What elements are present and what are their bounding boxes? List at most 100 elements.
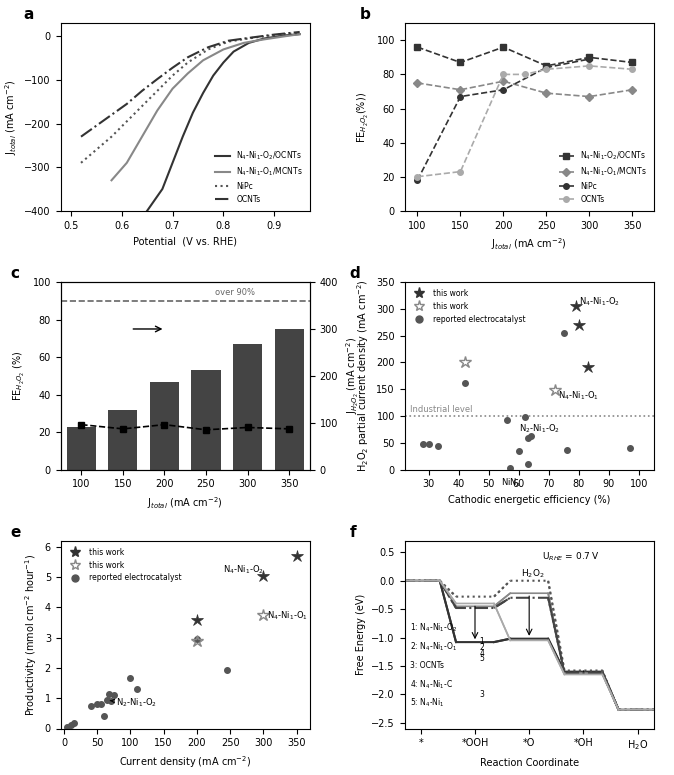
N$_4$-Ni$_1$-O$_2$/OCNTs: [189, 108, 197, 117]
Legend: this work, this work, reported electrocatalyst: this work, this work, reported electroca…: [408, 286, 528, 326]
N$_4$-Ni$_1$-O$_2$/OCNTs: [209, 71, 217, 81]
NiPc: [138, 102, 146, 111]
NiPc: [77, 158, 85, 167]
N$_4$-Ni$_1$-O$_1$/MCNTs: [585, 92, 593, 102]
Text: 3: OCNTs: 3: OCNTs: [410, 662, 443, 670]
OCNTs: [204, 43, 212, 52]
NiPc: [204, 45, 212, 54]
Line: OCNTs: OCNTs: [415, 63, 635, 180]
N$_4$-Ni$_1$-O$_1$/MCNTs: [413, 78, 421, 88]
N$_4$-Ni$_1$-O$_1$/MCNTs: [168, 84, 177, 93]
Text: N$_2$-Ni$_1$-O$_2$: N$_2$-Ni$_1$-O$_2$: [111, 697, 156, 709]
Legend: this work, this work, reported electrocatalyst: this work, this work, reported electroca…: [65, 545, 185, 585]
NiPc: [499, 85, 508, 95]
Y-axis label: FE$_{H_2O_2}$ (%): FE$_{H_2O_2}$ (%): [12, 351, 27, 401]
X-axis label: J$_{total}$ (mA cm$^{-2}$): J$_{total}$ (mA cm$^{-2}$): [148, 495, 223, 511]
NiPc: [224, 37, 233, 46]
Text: d: d: [350, 267, 361, 281]
OCNTs: [224, 36, 233, 46]
Text: 4: 4: [479, 649, 484, 658]
N$_4$-Ni$_1$-O$_1$/MCNTs: [543, 88, 551, 98]
OCNTs: [77, 132, 85, 141]
Text: U$_{RHE}$ = 0.7 V: U$_{RHE}$ = 0.7 V: [542, 551, 599, 563]
N$_4$-Ni$_1$-O$_2$/OCNTs: [245, 38, 253, 47]
N$_4$-Ni$_1$-O$_1$/MCNTs: [199, 56, 207, 65]
Text: N$_2$-Ni$_1$-O$_2$: N$_2$-Ni$_1$-O$_2$: [519, 422, 559, 435]
N$_4$-Ni$_1$-O$_2$/OCNTs: [199, 88, 207, 98]
X-axis label: Potential  (V vs. RHE): Potential (V vs. RHE): [133, 236, 237, 246]
Y-axis label: FE$_{H_2O_2}$(%)): FE$_{H_2O_2}$(%)): [356, 91, 371, 143]
NiPc: [184, 58, 192, 67]
OCNTs: [296, 27, 304, 36]
N$_4$-Ni$_1$-O$_2$/OCNTs: [158, 184, 166, 194]
OCNTs: [168, 63, 177, 72]
N$_4$-Ni$_1$-O$_1$/MCNTs: [143, 123, 151, 133]
Text: 3: 3: [479, 691, 484, 699]
Y-axis label: J$_{H_2O_2}$ (mA cm$^{-2}$): J$_{H_2O_2}$ (mA cm$^{-2}$): [344, 337, 361, 415]
OCNTs: [138, 86, 146, 95]
N$_4$-Ni$_1$-O$_2$/OCNTs: [260, 34, 268, 43]
X-axis label: J$_{total}$ (mA cm$^{-2}$): J$_{total}$ (mA cm$^{-2}$): [491, 236, 567, 252]
Bar: [233, 344, 262, 470]
Line: NiPc: NiPc: [81, 33, 300, 163]
Y-axis label: J$_{total}$ (mA cm$^{-2}$): J$_{total}$ (mA cm$^{-2}$): [3, 79, 19, 155]
N$_4$-Ni$_1$-O$_1$/MCNTs: [456, 85, 464, 95]
N$_4$-Ni$_1$-O$_2$/OCNTs: [280, 31, 288, 40]
OCNTs: [184, 53, 192, 62]
Bar: [109, 410, 137, 470]
N$_4$-Ni$_1$-O$_2$/OCNTs: [219, 58, 227, 67]
NiPc: [585, 54, 593, 64]
NiPc: [270, 30, 278, 40]
OCNTs: [499, 70, 508, 79]
OCNTs: [107, 110, 115, 119]
NiPc: [168, 71, 177, 81]
Text: 5: N$_4$-Ni$_1$: 5: N$_4$-Ni$_1$: [410, 697, 444, 709]
Text: 1: 1: [479, 637, 484, 646]
NiPc: [456, 92, 464, 102]
Text: b: b: [360, 8, 371, 22]
OCNTs: [250, 33, 258, 42]
N$_4$-Ni$_1$-O$_2$/OCNTs: [143, 206, 151, 215]
N$_4$-Ni$_1$-O$_1$/MCNTs: [133, 141, 141, 150]
Y-axis label: Free Energy (eV): Free Energy (eV): [356, 594, 366, 675]
NiPc: [107, 132, 115, 141]
Text: c: c: [11, 267, 20, 281]
OCNTs: [585, 61, 593, 71]
X-axis label: Cathodic energetic efficiency (%): Cathodic energetic efficiency (%): [448, 495, 611, 505]
Text: 5: 5: [479, 654, 484, 663]
NiPc: [543, 63, 551, 72]
Text: H$_2$O$_2$: H$_2$O$_2$: [521, 567, 545, 580]
Line: N$_4$-Ni$_1$-O$_1$/MCNTs: N$_4$-Ni$_1$-O$_1$/MCNTs: [415, 78, 635, 99]
Text: N$_4$-Ni$_1$-O$_2$: N$_4$-Ni$_1$-O$_2$: [579, 295, 619, 308]
Bar: [150, 381, 179, 470]
N$_4$-Ni$_1$-O$_2$/OCNTs: [168, 158, 177, 167]
Text: 4: N$_4$-Ni$_1$-C: 4: N$_4$-Ni$_1$-C: [410, 678, 453, 691]
Bar: [191, 370, 220, 470]
OCNTs: [270, 30, 278, 40]
NiPc: [250, 33, 258, 43]
N$_4$-Ni$_1$-O$_2$/OCNTs: [179, 132, 187, 141]
NiPc: [413, 175, 421, 184]
Legend: N$_4$-Ni$_1$-O$_2$/OCNTs, N$_4$-Ni$_1$-O$_1$/MCNTs, NiPc, OCNTs: N$_4$-Ni$_1$-O$_2$/OCNTs, N$_4$-Ni$_1$-O…: [212, 146, 306, 207]
Text: f: f: [350, 525, 357, 540]
Text: N$_4$-Ni$_1$-O$_1$: N$_4$-Ni$_1$-O$_1$: [557, 389, 599, 402]
X-axis label: Reaction Coordinate: Reaction Coordinate: [480, 758, 579, 767]
Text: over 90%: over 90%: [215, 288, 255, 298]
NiPc: [92, 145, 100, 154]
Text: e: e: [11, 525, 21, 540]
Text: 2: 2: [479, 643, 484, 652]
OCNTs: [123, 99, 131, 109]
Bar: [67, 426, 96, 470]
N$_4$-Ni$_1$-O$_1$/MCNTs: [107, 176, 115, 185]
N$_4$-Ni$_1$-O$_2$/OCNTs: [585, 53, 593, 62]
N$_4$-Ni$_1$-O$_2$/OCNTs: [499, 43, 508, 52]
N$_4$-Ni$_1$-O$_2$/OCNTs: [230, 47, 238, 57]
Text: a: a: [24, 8, 34, 22]
N$_4$-Ni$_1$-O$_1$/MCNTs: [296, 29, 304, 39]
OCNTs: [543, 64, 551, 74]
Text: Industrial level: Industrial level: [410, 405, 472, 415]
X-axis label: Current density (mA cm$^{-2}$): Current density (mA cm$^{-2}$): [119, 754, 251, 770]
Line: N$_4$-Ni$_1$-O$_2$/OCNTs: N$_4$-Ni$_1$-O$_2$/OCNTs: [147, 34, 300, 211]
Line: N$_4$-Ni$_1$-O$_2$/OCNTs: N$_4$-Ni$_1$-O$_2$/OCNTs: [415, 44, 635, 69]
Line: NiPc: NiPc: [415, 57, 592, 183]
